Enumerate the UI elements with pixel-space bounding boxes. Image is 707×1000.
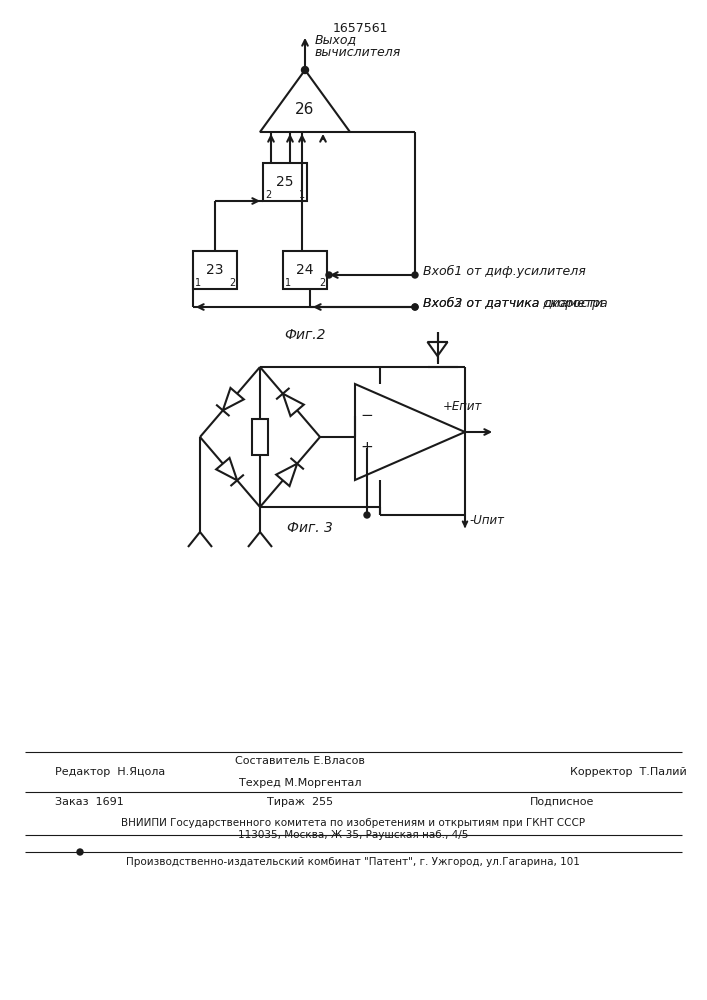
Text: 24: 24 xyxy=(296,263,314,277)
Circle shape xyxy=(326,272,332,278)
Text: Корректор  Т.Палий: Корректор Т.Палий xyxy=(570,767,686,777)
Text: Производственно-издательский комбинат "Патент", г. Ужгород, ул.Гагарина, 101: Производственно-издательский комбинат "П… xyxy=(126,857,580,867)
Circle shape xyxy=(412,304,418,310)
Text: 2: 2 xyxy=(229,278,235,288)
Text: ВНИИПИ Государственного комитета по изобретениям и открытиям при ГКНТ СССР: ВНИИПИ Государственного комитета по изоб… xyxy=(121,818,585,828)
Text: вычислителя: вычислителя xyxy=(315,46,402,60)
Circle shape xyxy=(412,272,418,278)
Text: 25: 25 xyxy=(276,175,293,189)
Text: Вхоб3 от датчика скорости: Вхоб3 от датчика скорости xyxy=(423,296,603,310)
Text: 23: 23 xyxy=(206,263,223,277)
Bar xyxy=(263,163,307,201)
Text: Редактор  Н.Яцола: Редактор Н.Яцола xyxy=(55,767,165,777)
Text: 2: 2 xyxy=(319,278,325,288)
Text: Заказ  1691: Заказ 1691 xyxy=(55,797,124,807)
Text: −: − xyxy=(361,408,373,424)
Text: 1: 1 xyxy=(299,190,305,200)
Text: Подписное: Подписное xyxy=(530,797,595,807)
Text: Вхоб1 от диф.усилителя: Вхоб1 от диф.усилителя xyxy=(423,264,586,278)
Text: 2: 2 xyxy=(265,190,271,200)
Circle shape xyxy=(77,849,83,855)
Bar xyxy=(283,251,327,289)
Text: Фиг.2: Фиг.2 xyxy=(284,328,326,342)
Text: 1: 1 xyxy=(195,278,201,288)
Text: 113035, Москва, Ж-35, Раушская наб., 4/5: 113035, Москва, Ж-35, Раушская наб., 4/5 xyxy=(238,830,468,840)
Circle shape xyxy=(301,66,308,74)
Text: 1: 1 xyxy=(285,278,291,288)
Text: Тираж  255: Тираж 255 xyxy=(267,797,333,807)
Circle shape xyxy=(412,304,418,310)
Text: Составитель Е.Власов: Составитель Е.Власов xyxy=(235,756,365,766)
Text: +: + xyxy=(361,440,373,456)
Bar xyxy=(252,419,268,455)
Text: Вхоб2 от датчика диаметра: Вхоб2 от датчика диаметра xyxy=(423,296,607,310)
Text: 26: 26 xyxy=(296,102,315,117)
Text: 1657561: 1657561 xyxy=(332,21,387,34)
Text: Фиг. 3: Фиг. 3 xyxy=(287,521,333,535)
Bar xyxy=(193,251,237,289)
Text: Техред М.Моргентал: Техред М.Моргентал xyxy=(239,778,361,788)
Text: Выход: Выход xyxy=(315,33,357,46)
Text: +Eпит: +Eпит xyxy=(443,400,482,414)
Circle shape xyxy=(364,512,370,518)
Text: -Uпит: -Uпит xyxy=(469,514,504,526)
